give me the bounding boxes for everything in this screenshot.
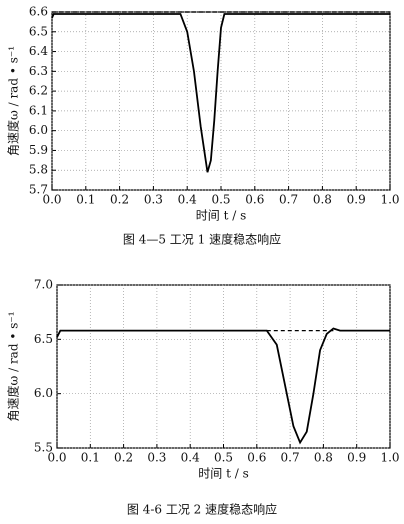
x-tick-label: 0.4 xyxy=(178,193,197,207)
x-tick-label: 0.7 xyxy=(281,451,300,465)
x-tick-label: 0.5 xyxy=(211,193,230,207)
y-tick-label: 6.1 xyxy=(29,103,48,117)
caption: 图 4—5 工况 1 速度稳态响应 xyxy=(123,232,281,247)
x-tick-label: 0.6 xyxy=(247,451,266,465)
y-tick-label: 5.9 xyxy=(29,143,48,157)
x-tick-label: 0.8 xyxy=(314,451,333,465)
x-tick-label: 0.4 xyxy=(181,451,200,465)
x-tick-label: 0.8 xyxy=(313,193,332,207)
caption: 图 4-6 工况 2 速度稳态响应 xyxy=(127,502,277,517)
y-tick-label: 6.6 xyxy=(29,5,48,19)
y-tick-label: 6.5 xyxy=(29,24,48,38)
data-line xyxy=(51,13,390,173)
x-tick-label: 0.1 xyxy=(76,193,95,207)
x-axis-title: 时间 t / s xyxy=(198,467,248,481)
x-tick-label: 1.0 xyxy=(380,193,399,207)
y-tick-label: 6.4 xyxy=(29,44,48,58)
y-tick-label: 6.0 xyxy=(34,386,53,400)
x-tick-label: 0.0 xyxy=(42,193,61,207)
x-tick-label: 1.0 xyxy=(380,451,399,465)
x-tick-label: 0.9 xyxy=(347,451,366,465)
y-tick-label: 6.5 xyxy=(34,332,53,346)
x-axis-title: 时间 t / s xyxy=(196,209,246,223)
y-axis-title: 角速度ω / rad • s⁻¹ xyxy=(6,311,21,421)
y-tick-label: 5.7 xyxy=(29,183,48,197)
x-tick-label: 0.9 xyxy=(347,193,366,207)
x-tick-label: 0.6 xyxy=(245,193,264,207)
y-tick-label: 5.8 xyxy=(29,163,48,177)
y-tick-label: 5.5 xyxy=(34,441,53,455)
y-axis-title: 角速度ω / rad • s⁻¹ xyxy=(6,46,21,156)
x-tick-label: 0.2 xyxy=(110,193,129,207)
x-tick-label: 0.3 xyxy=(144,193,163,207)
x-tick-label: 0.0 xyxy=(47,451,66,465)
y-tick-label: 7.0 xyxy=(34,278,53,292)
x-tick-label: 0.7 xyxy=(279,193,298,207)
x-tick-label: 0.2 xyxy=(114,451,133,465)
y-tick-label: 6.3 xyxy=(29,64,48,78)
x-tick-label: 0.1 xyxy=(81,451,100,465)
x-tick-label: 0.3 xyxy=(147,451,166,465)
y-tick-label: 6.0 xyxy=(29,123,48,137)
x-tick-label: 0.5 xyxy=(214,451,233,465)
y-tick-label: 6.2 xyxy=(29,84,48,98)
